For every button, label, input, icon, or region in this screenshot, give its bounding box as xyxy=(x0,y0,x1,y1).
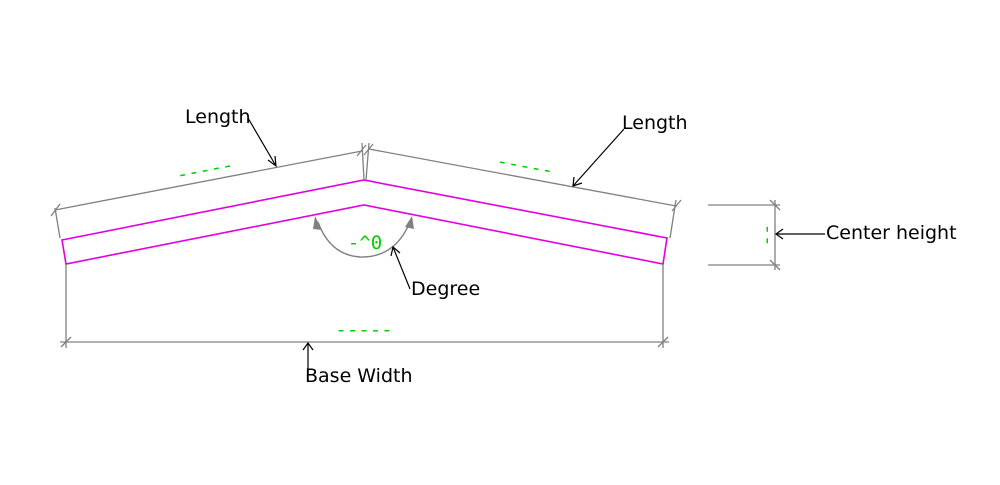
base-width-arrowhead xyxy=(302,341,314,351)
center-height-dimension xyxy=(708,199,781,271)
length-right-leader xyxy=(572,128,625,187)
degree-value: -^0 xyxy=(348,232,382,254)
degree-arrowhead-right xyxy=(405,216,414,229)
leader-arrows xyxy=(247,117,825,372)
length-right-label: Length xyxy=(622,112,688,134)
length-left-arrowhead xyxy=(267,155,277,168)
length-left-label: Length xyxy=(185,106,251,128)
base-width-value: ----- xyxy=(335,319,392,341)
degree-arrowhead-left xyxy=(313,216,322,230)
right-length-dimension xyxy=(363,142,682,239)
degree-arc xyxy=(313,216,414,258)
length-right-arrowhead xyxy=(572,176,583,187)
degree-leader xyxy=(392,246,411,290)
center-height-arrowhead xyxy=(774,228,784,240)
degree-label: Degree xyxy=(411,278,481,300)
length-left-leader xyxy=(247,117,277,167)
degree-arrowhead xyxy=(390,245,401,257)
center-height-label: Center height xyxy=(826,222,957,244)
base-width-label: Base Width xyxy=(305,365,413,387)
length-right-value: ----- xyxy=(495,150,555,182)
center-height-value: -- xyxy=(757,224,779,247)
left-length-dimension xyxy=(50,142,367,239)
base-width-dimension xyxy=(60,264,669,348)
